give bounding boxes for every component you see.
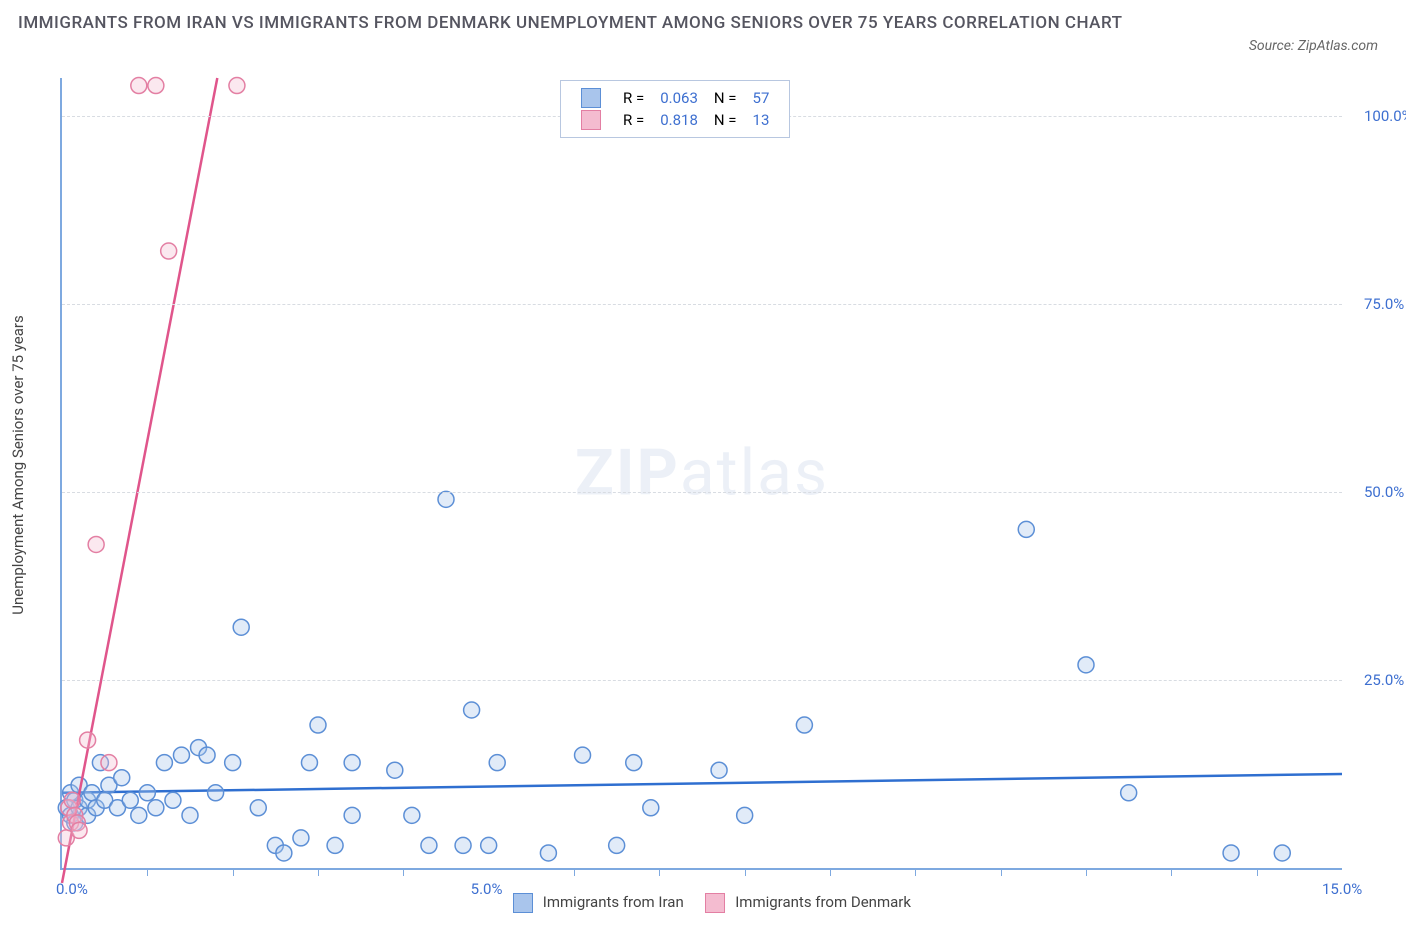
data-point <box>1078 657 1094 673</box>
x-tick <box>659 868 660 876</box>
x-tick <box>233 868 234 876</box>
data-point <box>148 78 164 94</box>
r-value-iran: 0.063 <box>652 87 706 109</box>
data-point <box>1018 521 1034 537</box>
data-point <box>208 785 224 801</box>
legend-row-iran: R = 0.063 N = 57 <box>573 87 777 109</box>
grid-line <box>62 680 1342 681</box>
swatch-denmark <box>581 110 601 130</box>
swatch-denmark-bottom <box>705 893 725 913</box>
series-legend: Immigrants from Iran Immigrants from Den… <box>0 893 1406 913</box>
y-axis-label: Unemployment Among Seniors over 75 years <box>9 315 27 614</box>
chart-container: IMMIGRANTS FROM IRAN VS IMMIGRANTS FROM … <box>0 0 1406 930</box>
data-point <box>293 830 309 846</box>
x-tick <box>830 868 831 876</box>
data-point <box>344 807 360 823</box>
data-point <box>131 807 147 823</box>
data-point <box>122 792 138 808</box>
data-point <box>80 732 96 748</box>
data-point <box>276 845 292 861</box>
y-tick-label: 25.0% <box>1364 671 1404 689</box>
data-point <box>71 822 87 838</box>
x-tick <box>147 868 148 876</box>
regression-line <box>62 774 1342 793</box>
n-value-denmark: 13 <box>745 109 778 131</box>
x-tick <box>745 868 746 876</box>
data-point <box>1223 845 1239 861</box>
data-point <box>421 837 437 853</box>
plot-svg <box>62 78 1342 868</box>
data-point <box>148 800 164 816</box>
series-name-iran: Immigrants from Iran <box>543 893 684 911</box>
data-point <box>88 536 104 552</box>
data-point <box>156 755 172 771</box>
y-tick-label: 100.0% <box>1364 107 1406 125</box>
data-point <box>438 491 454 507</box>
y-tick-label: 50.0% <box>1364 483 1404 501</box>
data-point <box>481 837 497 853</box>
n-label: N = <box>706 87 745 109</box>
grid-line <box>62 492 1342 493</box>
data-point <box>489 755 505 771</box>
data-point <box>609 837 625 853</box>
source-label: Source: ZipAtlas.com <box>1249 38 1378 54</box>
data-point <box>64 792 80 808</box>
regression-line <box>62 78 217 883</box>
x-tick <box>318 868 319 876</box>
data-point <box>643 800 659 816</box>
data-point <box>575 747 591 763</box>
data-point <box>464 702 480 718</box>
data-point <box>229 78 245 94</box>
data-point <box>310 717 326 733</box>
x-tick <box>574 868 575 876</box>
series-name-denmark: Immigrants from Denmark <box>735 893 911 911</box>
legend-row-denmark: R = 0.818 N = 13 <box>573 109 777 131</box>
data-point <box>387 762 403 778</box>
chart-title: IMMIGRANTS FROM IRAN VS IMMIGRANTS FROM … <box>18 12 1206 36</box>
data-point <box>199 747 215 763</box>
data-point <box>131 78 147 94</box>
data-point <box>540 845 556 861</box>
x-tick <box>1086 868 1087 876</box>
data-point <box>182 807 198 823</box>
data-point <box>711 762 727 778</box>
x-tick <box>1171 868 1172 876</box>
data-point <box>796 717 812 733</box>
data-point <box>250 800 266 816</box>
data-point <box>344 755 360 771</box>
r-label: R = <box>615 87 652 109</box>
x-tick <box>1001 868 1002 876</box>
data-point <box>233 619 249 635</box>
r-label: R = <box>615 109 652 131</box>
correlation-legend: R = 0.063 N = 57 R = 0.818 N = 13 <box>560 80 790 138</box>
n-value-iran: 57 <box>745 87 778 109</box>
data-point <box>737 807 753 823</box>
swatch-iran-bottom <box>513 893 533 913</box>
grid-line <box>62 304 1342 305</box>
data-point <box>165 792 181 808</box>
data-point <box>301 755 317 771</box>
data-point <box>173 747 189 763</box>
data-point <box>139 785 155 801</box>
data-point <box>225 755 241 771</box>
x-tick <box>915 868 916 876</box>
data-point <box>114 770 130 786</box>
data-point <box>101 755 117 771</box>
data-point <box>327 837 343 853</box>
x-tick <box>1257 868 1258 876</box>
data-point <box>404 807 420 823</box>
x-tick <box>403 868 404 876</box>
data-point <box>1121 785 1137 801</box>
plot-area: ZIPatlas 25.0%50.0%75.0%100.0%0.0%5.0%15… <box>60 78 1342 870</box>
data-point <box>161 243 177 259</box>
swatch-iran <box>581 88 601 108</box>
y-tick-label: 75.0% <box>1364 295 1404 313</box>
r-value-denmark: 0.818 <box>652 109 706 131</box>
data-point <box>455 837 471 853</box>
n-label: N = <box>706 109 745 131</box>
data-point <box>1274 845 1290 861</box>
data-point <box>626 755 642 771</box>
